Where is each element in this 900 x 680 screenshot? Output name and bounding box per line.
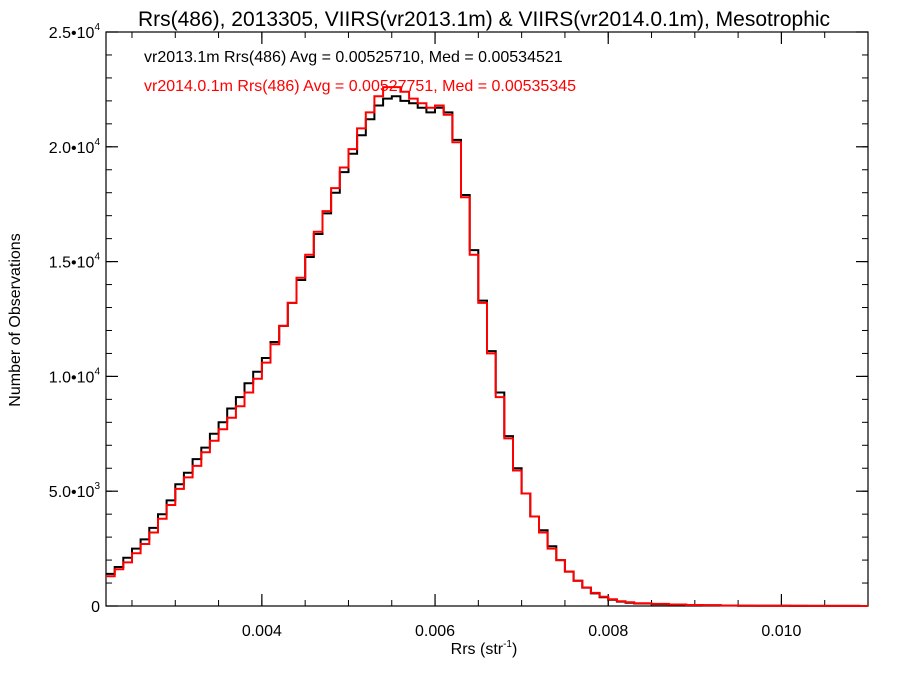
annotation-vr2013: vr2013.1m Rrs(486) Avg = 0.00525710, Med… [144, 49, 563, 66]
y-tick-exponent: 4 [94, 22, 100, 33]
y-tick-exponent: 4 [94, 137, 100, 148]
y-tick-label: 2.5•104 [49, 22, 101, 42]
x-axis-label-main: Rrs (str [451, 641, 504, 658]
y-tick-mantissa: 2.5•10 [49, 25, 95, 42]
chart-title: Rrs(486), 2013305, VIIRS(vr2013.1m) & VI… [138, 8, 830, 31]
y-tick-label: 1.0•104 [49, 366, 101, 386]
y-tick-label: 5.0•103 [49, 481, 101, 501]
plot-frame [105, 31, 869, 607]
series-layer [106, 86, 868, 607]
y-tick-label: 1.5•104 [49, 252, 101, 272]
x-tick-label: 0.010 [761, 623, 801, 640]
x-axis-label-end: ) [512, 641, 517, 658]
y-tick-exponent: 4 [94, 252, 100, 263]
y-tick-mantissa: 5.0•10 [49, 484, 95, 501]
y-axis-label: Number of Observations [7, 233, 24, 406]
x-tick-label: 0.006 [415, 623, 455, 640]
x-axis: 0.004 0.006 0.008 0.010 [131, 32, 869, 640]
y-tick-label: 0 [91, 599, 100, 616]
x-tick-label: 0.008 [588, 623, 628, 640]
series-vr2014-line [106, 86, 868, 607]
y-tick-mantissa: 2.0•10 [49, 140, 95, 157]
y-tick-exponent: 4 [94, 366, 100, 377]
y-tick-mantissa: 1.5•10 [49, 255, 95, 272]
y-tick-exponent: 3 [94, 481, 100, 492]
y-tick-mantissa: 0 [91, 599, 100, 616]
y-tick-mantissa: 1.0•10 [49, 369, 95, 386]
annotation-vr2014: vr2014.0.1m Rrs(486) Avg = 0.00527751, M… [144, 78, 576, 95]
x-axis-label: Rrs (str-1) [451, 639, 518, 658]
x-tick-label: 0.004 [242, 623, 282, 640]
x-axis-label-sup: -1 [503, 639, 512, 650]
y-tick-label: 2.0•104 [49, 137, 101, 157]
